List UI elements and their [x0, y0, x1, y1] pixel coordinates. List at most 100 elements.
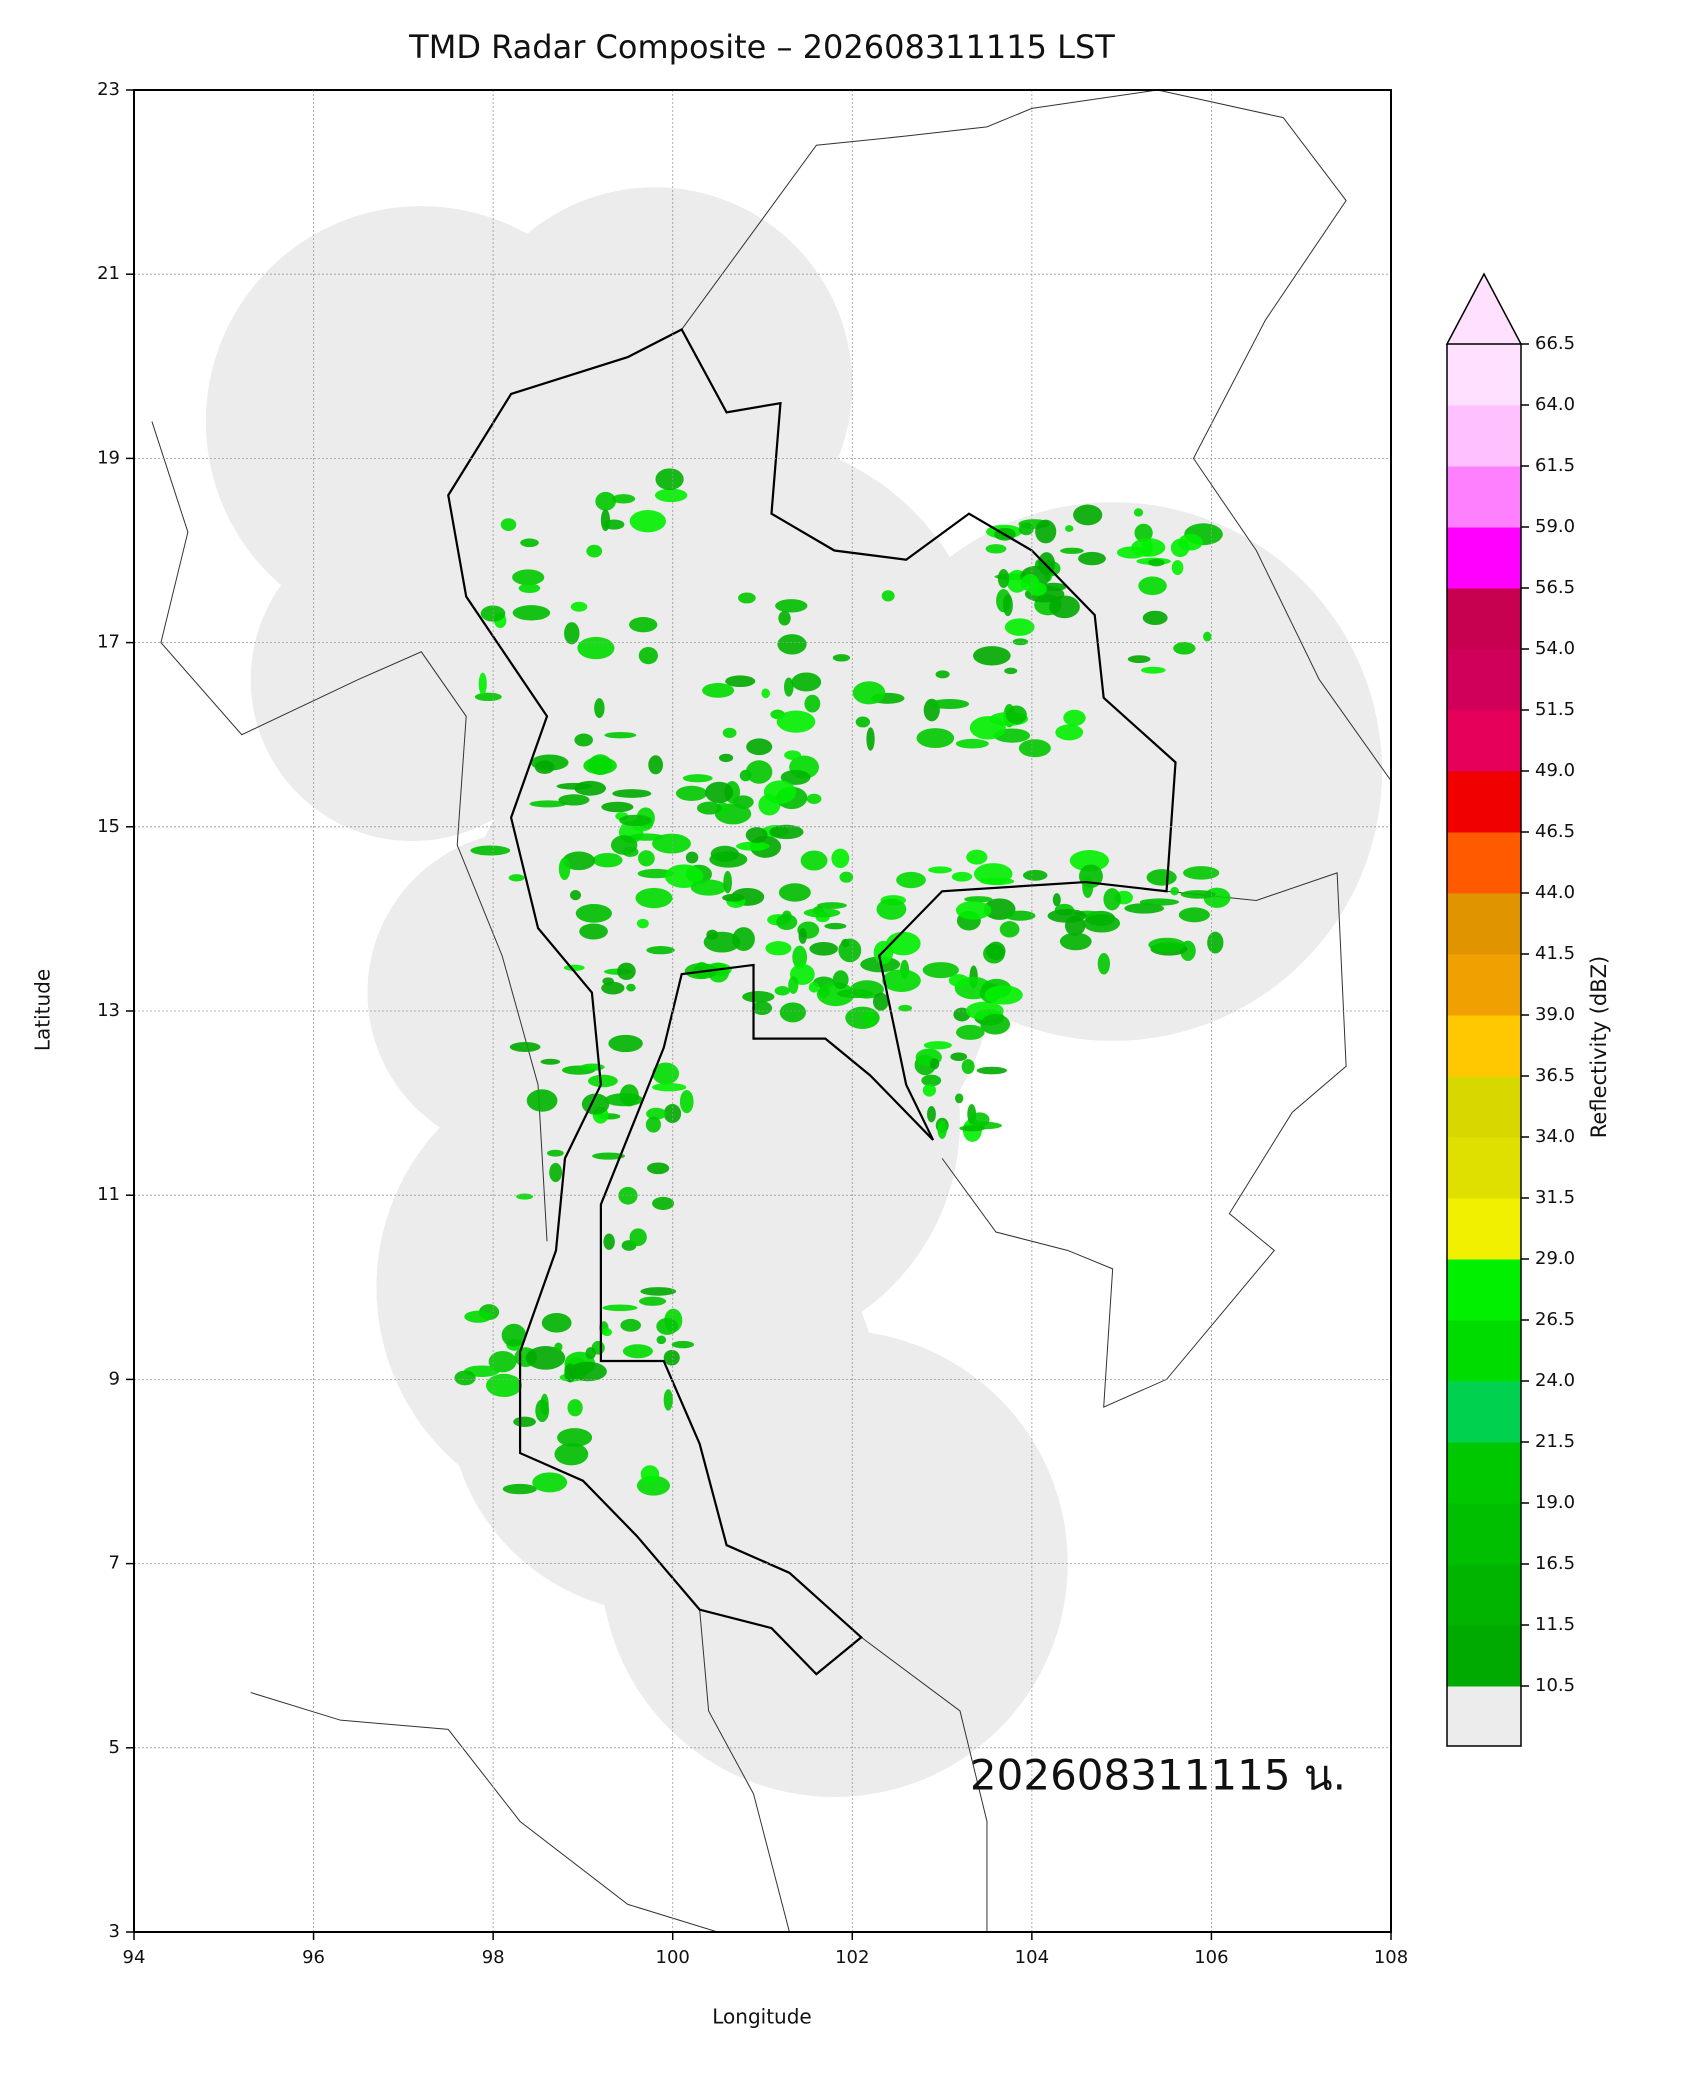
radar-echo: [652, 833, 691, 854]
radar-echo: [956, 1024, 985, 1040]
radar-echo: [1127, 655, 1151, 664]
radar-echo: [1020, 574, 1040, 592]
radar-echo: [619, 1084, 639, 1107]
radar-echo: [592, 1152, 626, 1160]
radar-echo: [682, 774, 713, 783]
radar-echo: [690, 879, 727, 896]
radar-echo: [601, 801, 634, 813]
radar-echo: [671, 1340, 695, 1349]
colorbar-segment: [1447, 1015, 1521, 1077]
radar-echo: [778, 883, 811, 902]
radar-echo: [1065, 525, 1074, 532]
radar-echo: [776, 710, 816, 733]
radar-echo: [972, 646, 1011, 666]
radar-echo: [1148, 937, 1186, 952]
colorbar-segment: [1447, 893, 1521, 955]
colorbar-tick-label: 61.5: [1535, 455, 1575, 476]
radar-echo: [791, 672, 822, 692]
colorbar-segment: [1447, 954, 1521, 1016]
radar-echo: [654, 488, 688, 503]
radar-echo: [610, 835, 638, 855]
radar-echo: [776, 914, 798, 931]
radar-echo: [788, 976, 799, 994]
radar-echo: [1170, 887, 1179, 896]
radar-echo: [839, 871, 854, 883]
colorbar-segment: [1447, 466, 1521, 528]
radar-echo: [1004, 910, 1036, 921]
colorbar-segment: [1447, 1625, 1521, 1687]
radar-echo: [640, 1287, 677, 1296]
radar-echo: [656, 1317, 679, 1335]
radar-echo: [1203, 631, 1212, 642]
radar-echo: [1178, 907, 1210, 923]
coastline: [250, 1692, 718, 1932]
radar-echo: [570, 601, 588, 612]
radar-echo: [512, 569, 545, 586]
radar-echo: [645, 1116, 662, 1133]
radar-echo: [608, 1034, 643, 1053]
radar-echo: [556, 782, 593, 790]
radar-echo: [855, 716, 871, 728]
radar-echo: [601, 981, 625, 995]
radar-echo: [513, 1416, 536, 1427]
radar-echo: [1139, 898, 1180, 906]
radar-echo: [1049, 595, 1080, 619]
radar-echo: [579, 923, 608, 940]
colorbar-segment: [1447, 649, 1521, 711]
radar-echo: [575, 904, 612, 923]
x-axis-label: Longitude: [712, 2005, 811, 2029]
radar-echo: [976, 1066, 1008, 1075]
radar-echo: [710, 845, 740, 863]
radar-echo: [577, 636, 615, 660]
radar-echo: [955, 738, 989, 749]
radar-echo: [652, 1083, 687, 1092]
radar-echo: [1146, 869, 1177, 886]
y-tick-label: 11: [97, 1184, 120, 1205]
colorbar-segment: [1447, 1198, 1521, 1260]
radar-echo: [702, 683, 735, 698]
radar-echo: [1140, 666, 1166, 674]
colorbar-tick-label: 39.0: [1535, 1004, 1575, 1025]
radar-echo: [803, 908, 841, 918]
radar-echo: [774, 986, 791, 996]
radar-echo: [745, 827, 768, 843]
radar-echo: [966, 849, 988, 865]
colorbar-tick-label: 51.5: [1535, 699, 1575, 720]
radar-echo: [1124, 903, 1165, 914]
radar-echo: [872, 992, 889, 1011]
radar-echo: [937, 1120, 947, 1139]
radar-echo: [474, 692, 502, 702]
radar-echo: [804, 694, 821, 713]
radar-echo: [547, 1149, 564, 1157]
radar-echo: [1138, 576, 1167, 596]
radar-echo: [809, 941, 838, 956]
radar-echo: [646, 946, 675, 955]
colorbar-tick-label: 46.5: [1535, 821, 1575, 842]
radar-echo: [685, 851, 699, 864]
y-tick-label: 7: [109, 1553, 120, 1574]
radar-echo: [1171, 560, 1184, 576]
colorbar-tick-label: 64.0: [1535, 394, 1575, 415]
radar-echo: [679, 1089, 694, 1114]
y-tick-label: 21: [97, 263, 120, 284]
radar-echo: [961, 1059, 975, 1075]
radar-echo: [1052, 893, 1061, 907]
radar-echo: [742, 991, 775, 1003]
radar-echo: [1002, 594, 1013, 617]
y-tick-label: 3: [109, 1921, 120, 1942]
colorbar-tick-label: 10.5: [1535, 1675, 1575, 1696]
radar-echo: [592, 853, 623, 868]
radar-echo: [696, 801, 722, 815]
radar-echo: [509, 1042, 541, 1052]
radar-echo: [955, 900, 992, 920]
radar-echo: [570, 890, 581, 901]
radar-echo: [516, 1193, 534, 1200]
radar-echo: [798, 928, 807, 944]
radar-echo: [664, 864, 704, 888]
colorbar-segment: [1447, 832, 1521, 894]
radar-echo: [640, 1465, 660, 1483]
radar-echo: [1173, 642, 1196, 655]
radar-echo: [454, 1370, 476, 1386]
radar-echo: [973, 863, 1013, 885]
colorbar-tick-label: 16.5: [1535, 1553, 1575, 1574]
